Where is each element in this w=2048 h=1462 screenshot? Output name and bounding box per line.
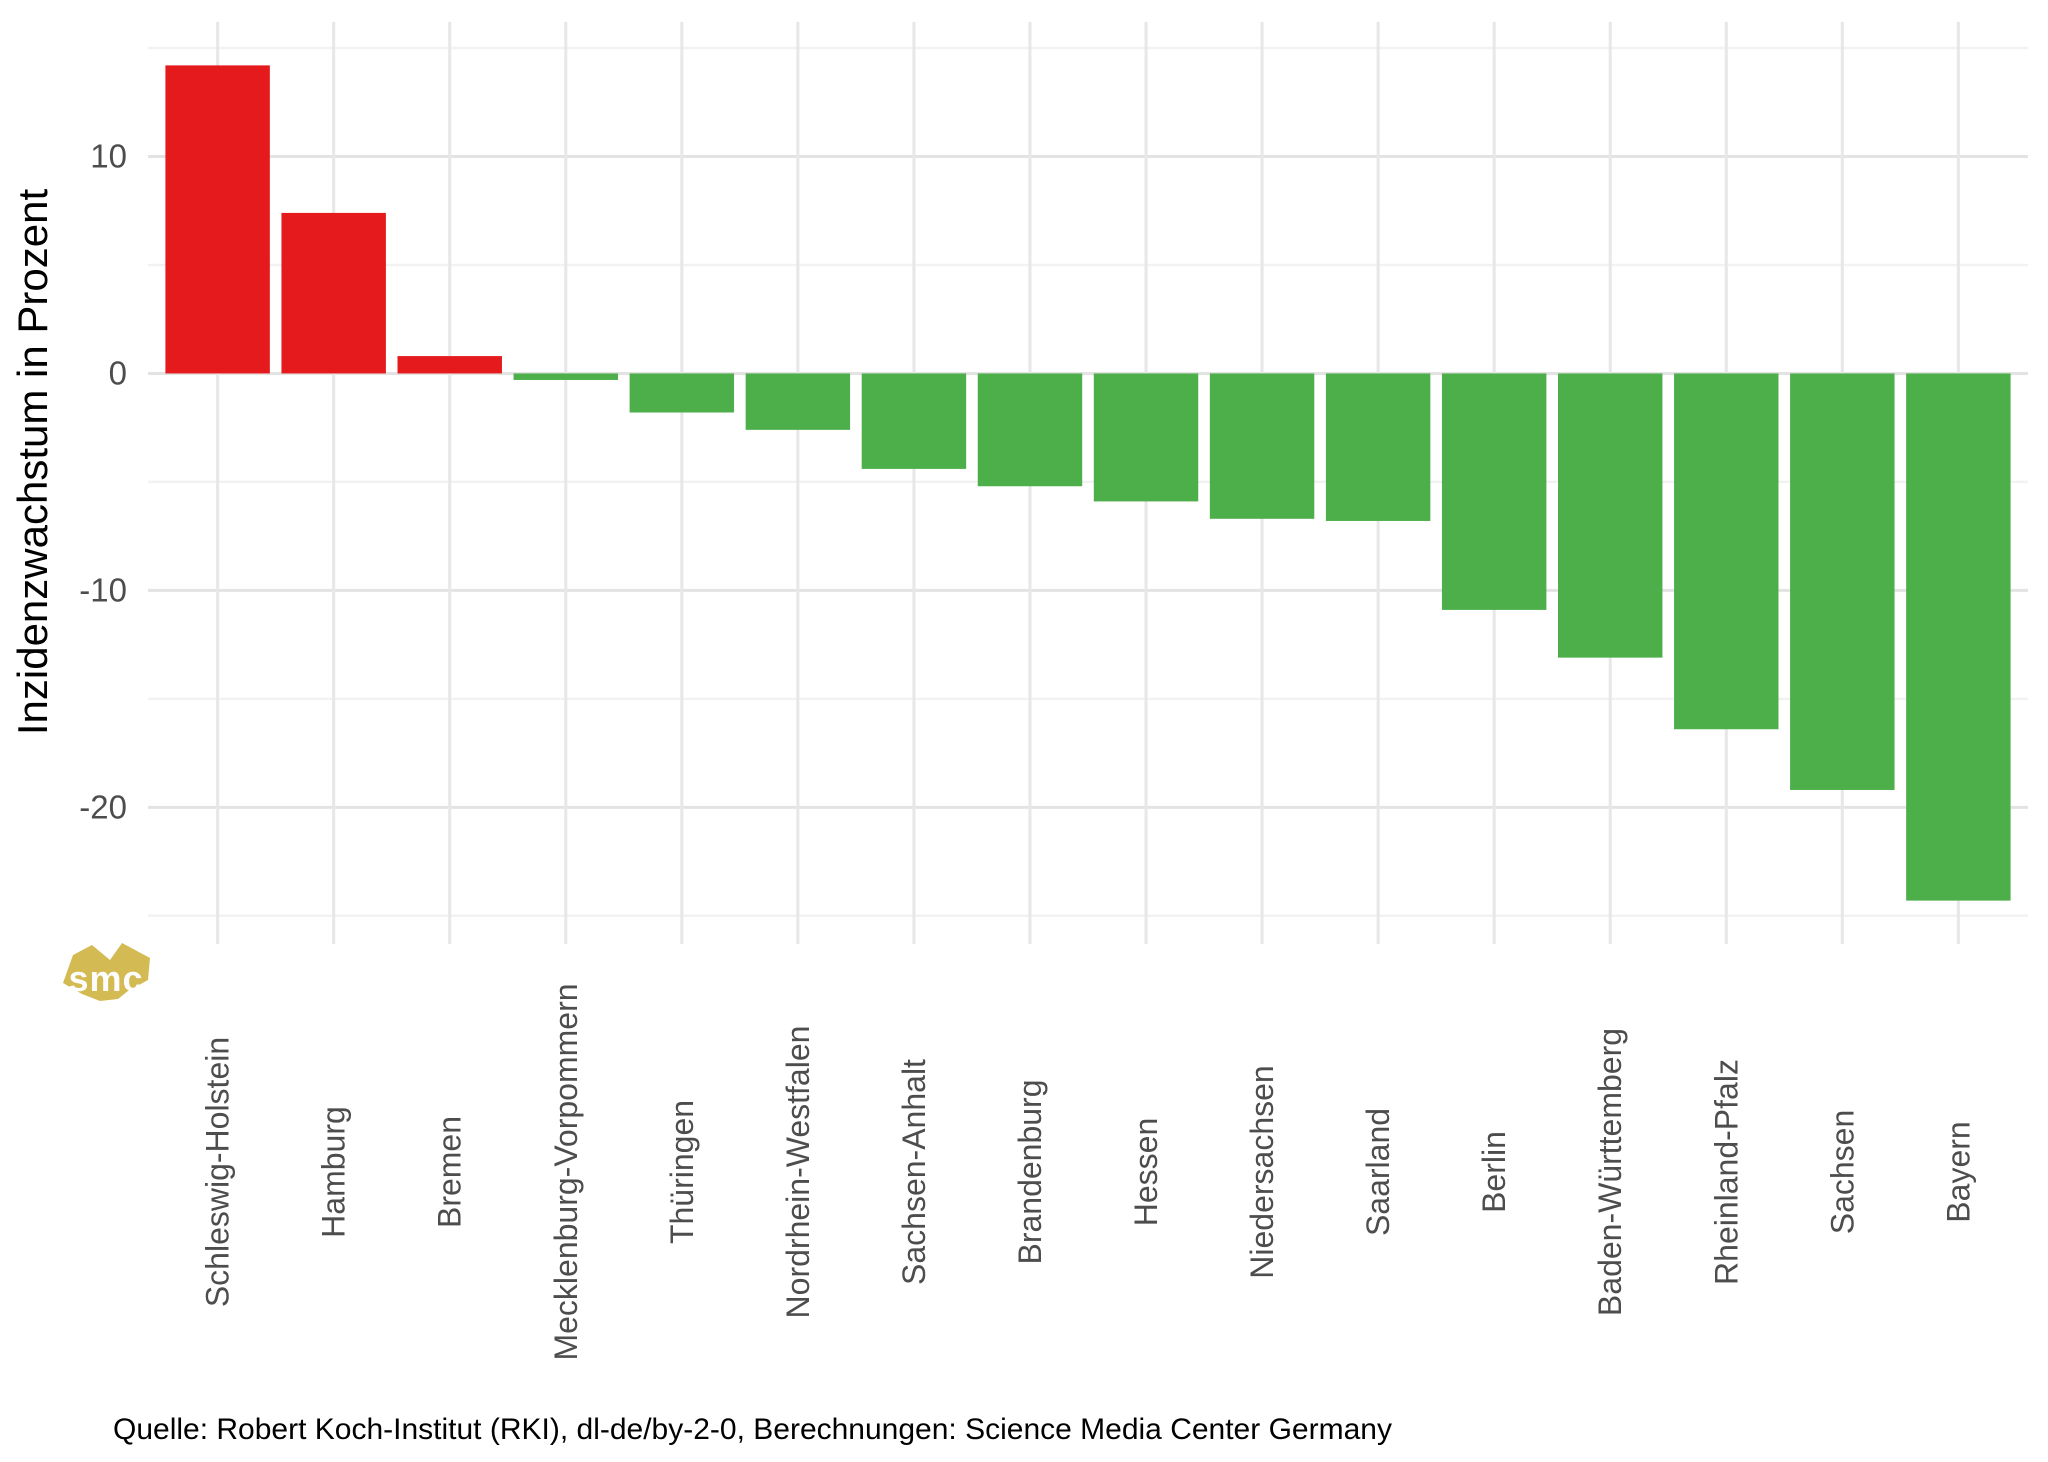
x-category-label: Sachsen-Anhalt [896, 1059, 932, 1285]
y-axis-title: Inzidenzwachstum in Prozent [9, 188, 56, 736]
source-attribution: Quelle: Robert Koch-Institut (RKI), dl-d… [113, 1413, 1392, 1446]
bar [165, 65, 270, 374]
y-tick-label: 10 [90, 138, 127, 175]
x-category-label: Brandenburg [1012, 1079, 1048, 1264]
x-category-label: Bremen [432, 1116, 468, 1228]
bar [1441, 373, 1547, 610]
y-tick-label: -20 [79, 788, 127, 825]
bar [1674, 373, 1779, 730]
bar [1093, 373, 1199, 502]
bar [1790, 373, 1895, 790]
x-category-label: Saarland [1360, 1108, 1396, 1236]
bar [281, 212, 386, 374]
bar [513, 373, 618, 380]
smc-logo-text: smc [68, 958, 143, 999]
x-category-label: Rheinland-Pfalz [1708, 1059, 1744, 1285]
bar [1558, 373, 1663, 658]
bar [977, 373, 1083, 487]
x-category-label: Hessen [1128, 1118, 1164, 1227]
bar [1325, 373, 1431, 521]
bar [1209, 373, 1315, 519]
bar [861, 373, 967, 469]
x-category-label: Nordrhein-Westfalen [780, 1026, 816, 1319]
bar [745, 373, 851, 430]
smc-logo-star [63, 943, 150, 1001]
x-category-label: Berlin [1476, 1131, 1512, 1213]
x-category-label: Thüringen [664, 1100, 700, 1244]
x-category-label: Sachsen [1824, 1110, 1860, 1235]
x-category-label: Mecklenburg-Vorpommern [548, 983, 584, 1360]
x-category-label: Hamburg [316, 1106, 352, 1238]
smc-logo: smc [63, 943, 150, 1001]
y-tick-label: 0 [109, 354, 127, 391]
x-category-label: Schleswig-Holstein [200, 1037, 236, 1307]
x-category-label: Bayern [1940, 1121, 1976, 1222]
bar [629, 373, 735, 413]
x-category-label: Baden-Württemberg [1592, 1028, 1628, 1316]
bar [1906, 373, 2011, 901]
x-category-label: Niedersachsen [1244, 1065, 1280, 1278]
y-tick-label: -10 [79, 571, 127, 608]
bar [397, 356, 502, 374]
